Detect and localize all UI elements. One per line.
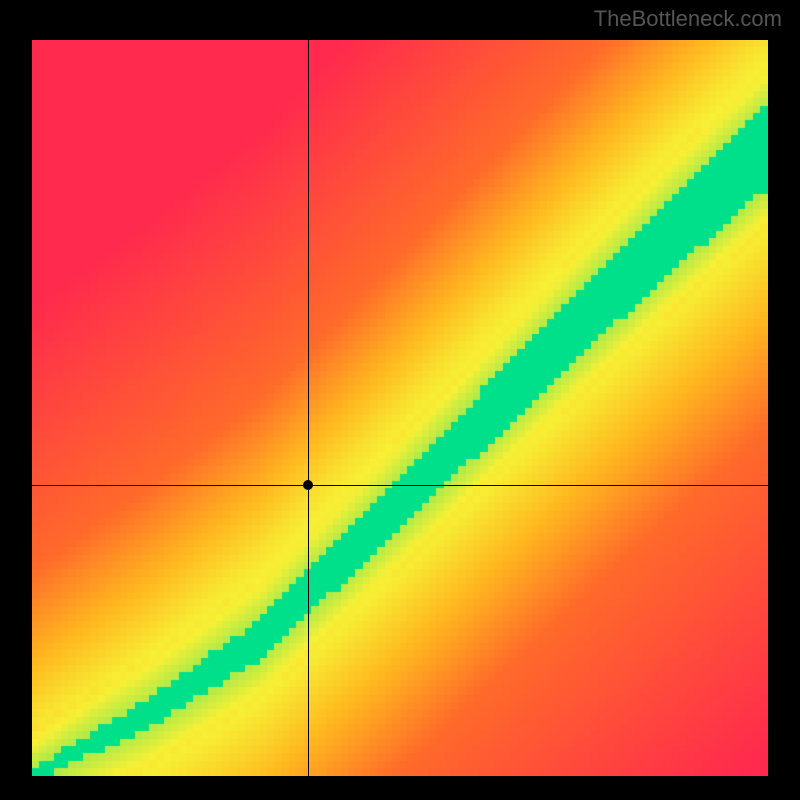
crosshair-horizontal	[32, 485, 768, 486]
chart-container: TheBottleneck.com	[0, 0, 800, 800]
watermark-text: TheBottleneck.com	[594, 6, 782, 32]
heatmap-canvas	[32, 40, 768, 776]
crosshair-vertical	[308, 40, 309, 776]
crosshair-marker	[303, 480, 313, 490]
